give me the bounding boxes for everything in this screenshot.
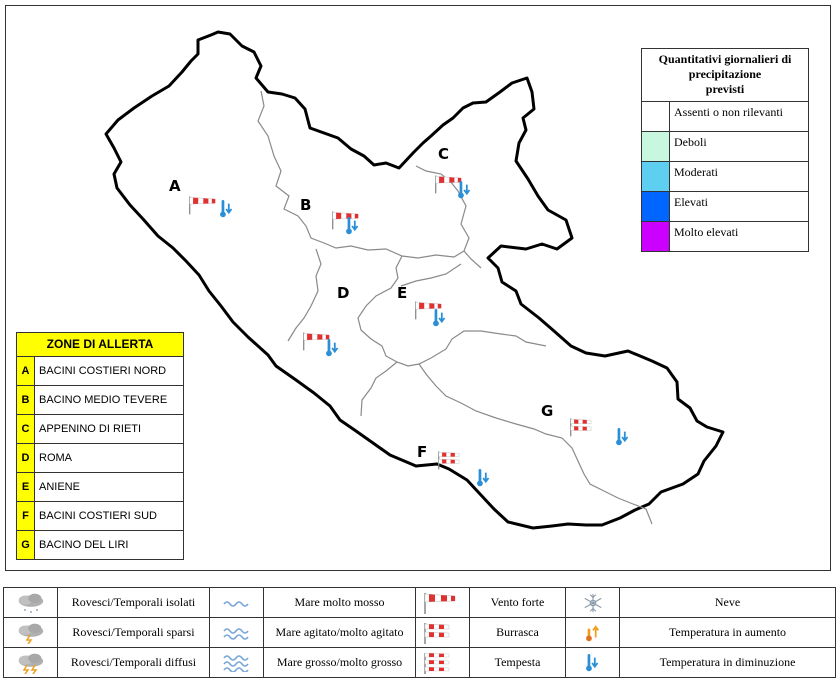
color-swatch bbox=[642, 192, 670, 221]
rovesci-diffusi-icon bbox=[3, 647, 58, 678]
legend-label: Rovesci/Temporali diffusi bbox=[57, 647, 210, 678]
precipitation-legend-title: Quantitativi giornalieri di precipitazio… bbox=[642, 49, 808, 102]
legend-row-3: Rovesci/Temporali diffusi Mare grosso/mo… bbox=[3, 647, 836, 678]
precip-item-molto-elevati: Molto elevati bbox=[642, 222, 808, 251]
color-swatch bbox=[642, 222, 670, 251]
zone-row-g: G BACINO DEL LIRI bbox=[17, 531, 183, 559]
legend-label: Burrasca bbox=[469, 617, 566, 648]
legend-label: Vento forte bbox=[469, 587, 566, 618]
legend-label: Mare grosso/molto grosso bbox=[263, 647, 416, 678]
precip-item-deboli: Deboli bbox=[642, 132, 808, 162]
zone-label-a: A bbox=[169, 177, 181, 195]
zone-row-f: F BACINI COSTIERI SUD bbox=[17, 502, 183, 531]
color-swatch bbox=[642, 132, 670, 161]
legend-label: Temperatura in aumento bbox=[619, 617, 836, 648]
zone-label-c: C bbox=[438, 145, 449, 163]
symbols-legend: Rovesci/Temporali isolati Mare molto mos… bbox=[3, 587, 836, 678]
precip-item-assenti: Assenti o non rilevanti bbox=[642, 102, 808, 132]
legend-label: Rovesci/Temporali isolati bbox=[57, 587, 210, 618]
zone-row-c: C APPENINO DI RIETI bbox=[17, 415, 183, 444]
zone-label-f: F bbox=[417, 443, 427, 461]
legend-label: Temperatura in diminuzione bbox=[619, 647, 836, 678]
zone-row-b: B BACINO MEDIO TEVERE bbox=[17, 386, 183, 415]
zone-row-d: D ROMA bbox=[17, 444, 183, 473]
precip-item-elevati: Elevati bbox=[642, 192, 808, 222]
zone-label-g: G bbox=[541, 402, 553, 420]
zone-boundaries bbox=[257, 90, 653, 525]
lazio-map: A B C D E F G bbox=[104, 30, 725, 530]
temperatura-diminuzione-icon bbox=[565, 647, 620, 678]
rovesci-sparsi-icon bbox=[3, 617, 58, 648]
legend-row-2: Rovesci/Temporali sparsi Mare agitato/mo… bbox=[3, 617, 836, 648]
vento-forte-icon bbox=[415, 587, 470, 618]
zone-label-d: D bbox=[337, 284, 349, 302]
burrasca-icon bbox=[415, 617, 470, 648]
zones-legend-title: ZONE DI ALLERTA bbox=[17, 333, 183, 357]
neve-icon bbox=[565, 587, 620, 618]
mare-molto-mosso-icon bbox=[209, 587, 264, 618]
zone-label-e: E bbox=[397, 284, 407, 302]
zone-row-e: E ANIENE bbox=[17, 473, 183, 502]
mare-agitato-icon bbox=[209, 617, 264, 648]
mare-grosso-icon bbox=[209, 647, 264, 678]
region-outline bbox=[104, 30, 725, 530]
legend-row-1: Rovesci/Temporali isolati Mare molto mos… bbox=[3, 587, 836, 618]
legend-label: Neve bbox=[619, 587, 836, 618]
legend-label: Mare agitato/molto agitato bbox=[263, 617, 416, 648]
temperatura-aumento-icon bbox=[565, 617, 620, 648]
zone-label-b: B bbox=[300, 196, 311, 214]
precip-item-moderati: Moderati bbox=[642, 162, 808, 192]
color-swatch bbox=[642, 102, 670, 131]
color-swatch bbox=[642, 162, 670, 191]
legend-label: Tempesta bbox=[469, 647, 566, 678]
zone-row-a: A BACINI COSTIERI NORD bbox=[17, 357, 183, 386]
legend-label: Mare molto mosso bbox=[263, 587, 416, 618]
tempesta-icon bbox=[415, 647, 470, 678]
rovesci-isolati-icon bbox=[3, 587, 58, 618]
legend-label: Rovesci/Temporali sparsi bbox=[57, 617, 210, 648]
precipitation-legend: Quantitativi giornalieri di precipitazio… bbox=[641, 48, 809, 252]
